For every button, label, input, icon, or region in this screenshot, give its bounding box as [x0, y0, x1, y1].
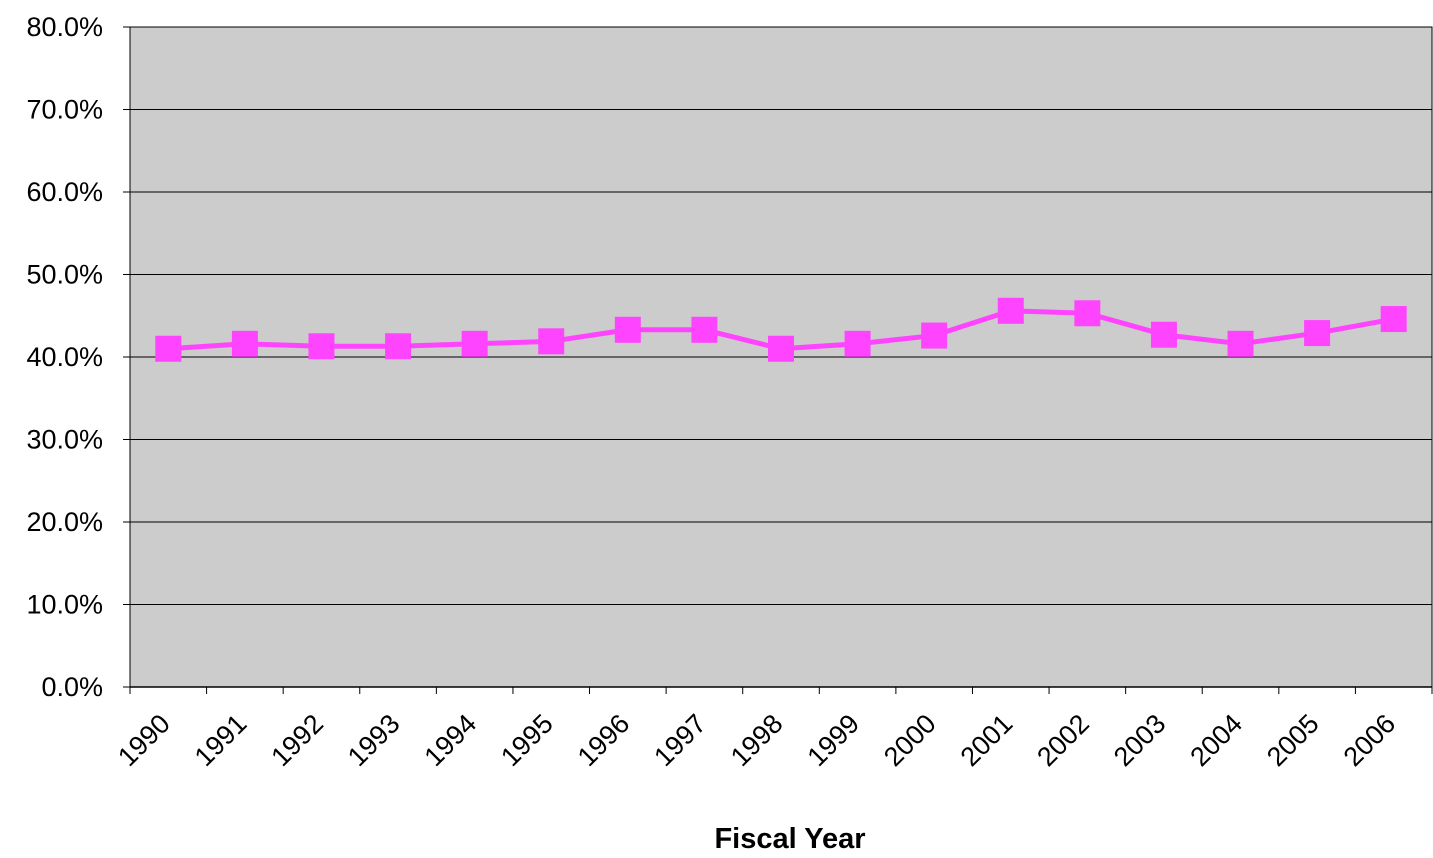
data-point — [1304, 320, 1331, 347]
x-tick-label: 2000 — [878, 708, 942, 772]
y-axis-ticks: 0.0% 10.0% 20.0% 30.0% 40.0% 50.0% 60.0% 70.0% 8… — [26, 12, 130, 702]
data-point — [308, 333, 335, 360]
y-tick-label: 40.0% — [26, 342, 103, 372]
x-tick-label: 1992 — [265, 708, 329, 772]
data-point — [1150, 321, 1177, 348]
data-point — [691, 316, 718, 343]
data-point — [538, 328, 565, 355]
x-axis-title: Fiscal Year — [714, 823, 865, 853]
x-tick-label: 1995 — [495, 708, 559, 772]
data-point — [844, 330, 871, 357]
y-tick-label: 20.0% — [26, 507, 103, 537]
x-tick-label: 1996 — [572, 708, 636, 772]
gridlines — [130, 26, 1432, 605]
x-tick-label: 2004 — [1184, 708, 1248, 772]
data-point — [1074, 300, 1101, 327]
data-point — [614, 316, 641, 343]
y-tick-label: 0.0% — [41, 672, 103, 702]
data-point — [231, 330, 258, 357]
data-point — [1227, 330, 1254, 357]
x-axis-ticks: 1990 1991 1992 1993 1994 1995 1996 1997 1998 1999… — [112, 687, 1433, 772]
x-tick-label: 2001 — [955, 708, 1019, 772]
x-tick-label: 1993 — [342, 708, 406, 772]
x-tick-label: 1997 — [648, 708, 712, 772]
x-tick-label: 2003 — [1108, 708, 1172, 772]
data-point — [997, 297, 1024, 324]
series — [155, 297, 1407, 362]
y-tick-label: 60.0% — [26, 177, 103, 207]
y-tick-label: 70.0% — [26, 95, 103, 125]
data-point — [385, 333, 412, 360]
x-tick-label: 2002 — [1031, 708, 1095, 772]
data-point — [768, 335, 794, 362]
y-tick-label: 80.0% — [26, 12, 103, 42]
x-tick-label: 2006 — [1338, 708, 1402, 772]
data-point — [461, 330, 488, 357]
x-tick-label: 1991 — [189, 708, 253, 772]
x-tick-label: 1998 — [725, 708, 789, 772]
x-tick-label: 1994 — [419, 708, 483, 772]
y-tick-label: 10.0% — [26, 590, 103, 620]
data-point — [921, 322, 948, 349]
y-tick-label: 30.0% — [26, 425, 103, 455]
x-tick-label: 2005 — [1261, 708, 1325, 772]
y-tick-label: 50.0% — [26, 260, 103, 290]
x-tick-label: 1999 — [802, 708, 866, 772]
x-tick-label: 1990 — [112, 708, 176, 772]
data-point — [1380, 306, 1407, 333]
data-point — [155, 335, 182, 362]
